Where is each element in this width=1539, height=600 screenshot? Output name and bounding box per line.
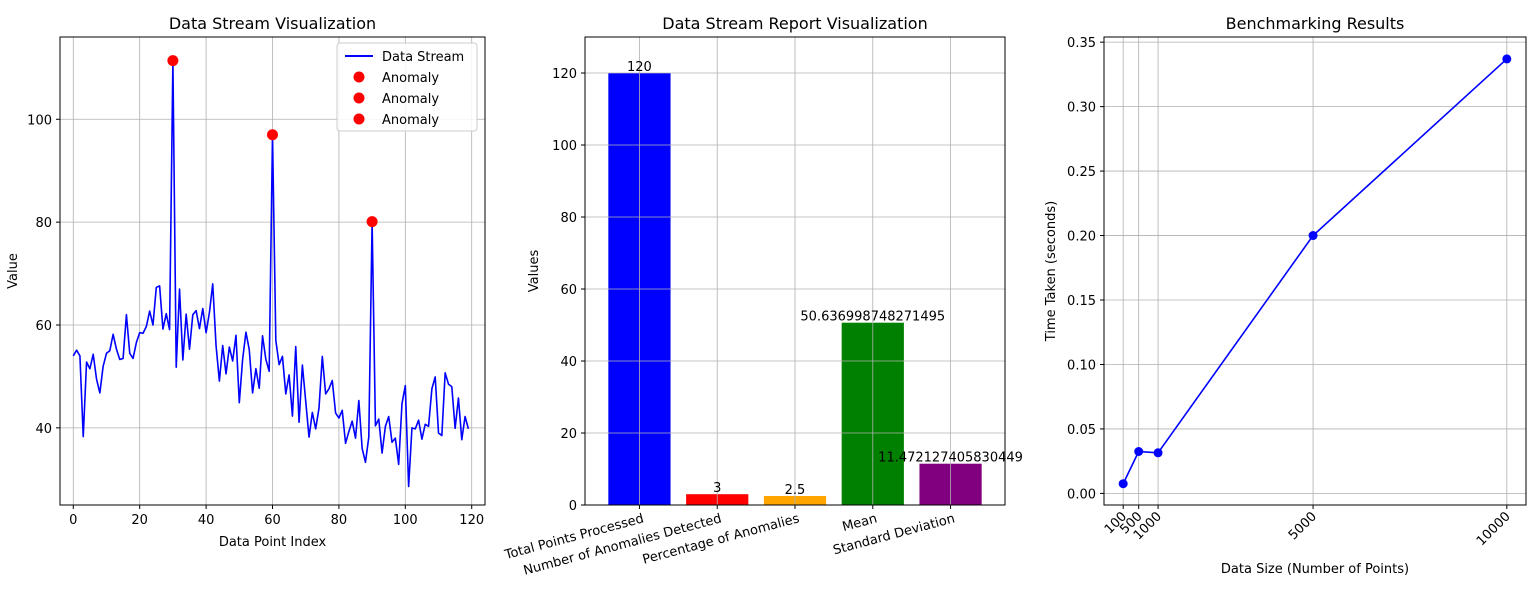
y-tick-label: 0.25 bbox=[1067, 165, 1096, 180]
x-tick-label: 40 bbox=[198, 513, 215, 528]
series-layer bbox=[72, 55, 470, 488]
legend-label: Anomaly bbox=[382, 71, 439, 86]
legend-label: Data Stream bbox=[382, 50, 464, 65]
y-tick-label: 100 bbox=[27, 113, 52, 128]
y-tick-label: 0.05 bbox=[1067, 423, 1096, 438]
y-axis-label: Value bbox=[6, 253, 21, 289]
bar-value-label: 120 bbox=[627, 60, 652, 75]
x-tick-label: 20 bbox=[131, 513, 148, 528]
benchmark-line bbox=[1122, 58, 1508, 485]
y-tick-label: 40 bbox=[560, 355, 577, 370]
y-tick-label: 0.20 bbox=[1067, 230, 1096, 245]
bar-value-label: 3 bbox=[713, 481, 721, 496]
legend: Data Stream Anomaly Anomaly Anomaly bbox=[336, 42, 478, 132]
bar-value-label: 2.5 bbox=[785, 483, 806, 498]
legend-marker-swatch bbox=[353, 92, 365, 104]
y-ticks: 40 60 80 100 bbox=[27, 113, 60, 437]
benchmark-point bbox=[1153, 448, 1163, 458]
y-tick-label: 60 bbox=[35, 319, 52, 334]
y-tick-label: 0.10 bbox=[1067, 358, 1096, 373]
x-axis-label: Data Size (Number of Points) bbox=[1221, 562, 1409, 577]
chart-title: Data Stream Visualization bbox=[169, 14, 376, 33]
y-tick-label: 0.15 bbox=[1067, 294, 1096, 309]
chart-title: Data Stream Report Visualization bbox=[662, 14, 927, 33]
legend-box bbox=[336, 42, 478, 132]
benchmark-point bbox=[1308, 231, 1318, 241]
y-tick-label: 20 bbox=[560, 427, 577, 442]
y-axis-label: Time Taken (seconds) bbox=[1044, 201, 1059, 342]
y-tick-label: 0.30 bbox=[1067, 101, 1096, 116]
y-ticks: 0 20 40 60 80 100 120 bbox=[552, 67, 585, 514]
x-tick-label: 10000 bbox=[1474, 509, 1514, 549]
series-layer bbox=[1118, 54, 1512, 489]
x-tick-label: Mean bbox=[841, 511, 879, 535]
y-ticks: 0.00 0.05 0.10 0.15 0.20 0.25 0.30 0.35 bbox=[1067, 36, 1104, 502]
y-tick-label: 0.00 bbox=[1067, 487, 1096, 502]
benchmark-point bbox=[1118, 479, 1128, 489]
anomaly-point bbox=[366, 216, 378, 228]
legend-marker-swatch bbox=[353, 71, 365, 83]
x-tick-label: 100 bbox=[393, 513, 418, 528]
y-tick-label: 60 bbox=[560, 283, 577, 298]
data-stream-chart: 0 20 40 60 80 100 120 40 60 80 100 Data Stream Vi… bbox=[6, 14, 486, 550]
x-tick-label: 60 bbox=[264, 513, 281, 528]
anomaly-point bbox=[167, 55, 179, 67]
legend-label: Anomaly bbox=[382, 92, 439, 107]
bar-value-label: 11.472127405830449 bbox=[878, 451, 1023, 466]
chart-title: Benchmarking Results bbox=[1226, 14, 1405, 33]
y-tick-label: 0.35 bbox=[1067, 36, 1096, 51]
x-axis-label: Data Point Index bbox=[219, 535, 327, 550]
data-stream-line bbox=[72, 59, 470, 488]
benchmark-point bbox=[1502, 54, 1512, 64]
x-ticks: 0 20 40 60 80 100 120 bbox=[69, 505, 484, 528]
y-tick-label: 80 bbox=[560, 211, 577, 226]
grid bbox=[585, 37, 1005, 506]
legend-marker-swatch bbox=[353, 113, 365, 125]
x-tick-label: 80 bbox=[331, 513, 348, 528]
bar-value-labels: 120 3 2.5 50.636998748271495 11.472127405830… bbox=[627, 60, 1023, 498]
legend-label: Anomaly bbox=[382, 113, 439, 128]
x-tick-label: 5000 bbox=[1286, 509, 1320, 543]
y-tick-label: 80 bbox=[35, 216, 52, 231]
x-tick-label: 0 bbox=[69, 513, 77, 528]
grid bbox=[1104, 37, 1526, 505]
y-axis-label: Values bbox=[527, 250, 542, 293]
y-tick-label: 100 bbox=[552, 139, 577, 154]
axes-frame bbox=[1103, 36, 1527, 506]
y-tick-label: 0 bbox=[569, 499, 577, 514]
y-tick-label: 120 bbox=[552, 67, 577, 82]
bar-value-label: 50.636998748271495 bbox=[800, 310, 945, 325]
anomaly-point bbox=[267, 129, 278, 141]
benchmark-point bbox=[1134, 446, 1144, 456]
x-tick-label: 120 bbox=[459, 513, 484, 528]
y-tick-label: 40 bbox=[35, 422, 52, 437]
